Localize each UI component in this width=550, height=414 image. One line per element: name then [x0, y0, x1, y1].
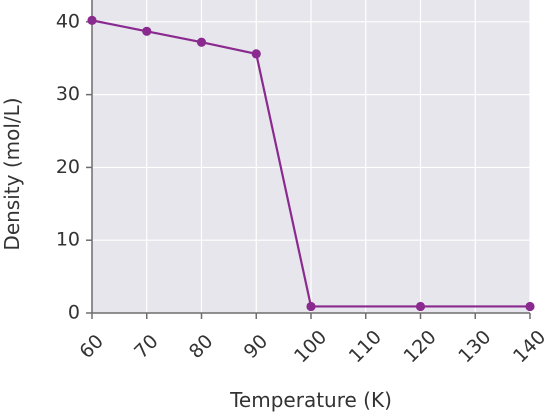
- data-point: [415, 301, 426, 312]
- x-tick-label: 100: [290, 326, 331, 367]
- data-point: [251, 49, 261, 59]
- y-tick-labels: 0 10 20 30 40: [56, 10, 80, 323]
- data-point: [196, 37, 207, 47]
- x-tick-label: 140: [509, 326, 550, 367]
- data-series: [87, 15, 535, 312]
- data-point: [306, 301, 316, 312]
- x-tick-label: 90: [240, 330, 273, 363]
- axes: [86, 0, 531, 319]
- y-tick-label: 0: [68, 302, 80, 324]
- data-point: [87, 15, 97, 25]
- data-point: [525, 301, 535, 312]
- x-tick-label: 110: [345, 326, 386, 367]
- y-axis-title: Density (mol/L): [0, 97, 24, 250]
- x-axis-title: Temperature (K): [229, 388, 392, 412]
- x-tick-label: 70: [130, 330, 163, 363]
- y-tick-label: 10: [56, 229, 80, 251]
- y-tick-label: 20: [56, 156, 80, 178]
- x-tick-label: 60: [75, 330, 108, 363]
- x-tick-label: 120: [400, 326, 441, 367]
- y-tick-label: 40: [56, 10, 80, 32]
- x-tick-labels: 60 70 80 90 100 110 120 130 140: [75, 326, 550, 367]
- data-point: [142, 26, 152, 36]
- x-tick-label: 80: [185, 330, 218, 363]
- x-tick-label: 130: [454, 326, 495, 367]
- y-tick-label: 30: [56, 83, 80, 105]
